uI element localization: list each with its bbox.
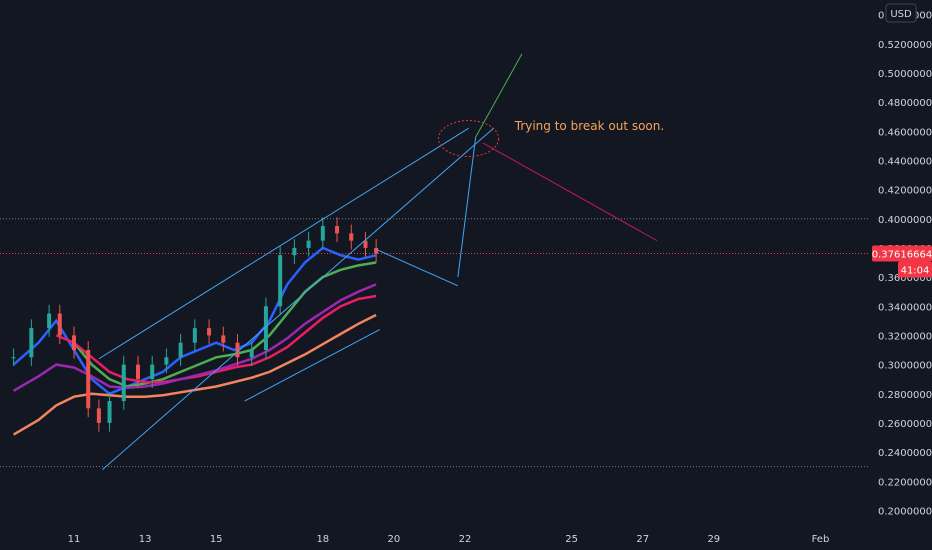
candle-body	[57, 313, 62, 336]
trend-line[interactable]	[375, 248, 459, 287]
candle-body	[107, 401, 112, 423]
candle-body	[235, 342, 240, 358]
candle-body	[292, 247, 297, 256]
candle-body	[278, 255, 283, 307]
candle-body	[11, 357, 16, 359]
current-price-badge: 0.37616664 41:04	[872, 245, 932, 278]
moving-average-line	[12, 283, 377, 392]
x-tick-label: 20	[388, 534, 401, 545]
trend-line[interactable]	[98, 127, 469, 360]
annotation-text[interactable]: Trying to break out soon.	[514, 119, 664, 133]
candle-body	[178, 342, 183, 358]
x-tick-label: 15	[210, 534, 223, 545]
price-series	[11, 217, 379, 432]
candle-body	[263, 306, 268, 350]
time-scale[interactable]: 11 13 15 18 20 22 25 27 29 Feb	[68, 534, 830, 545]
candle-body	[72, 335, 76, 350]
svg-text:0.37616664: 0.37616664	[872, 250, 932, 261]
candle-body	[121, 364, 126, 402]
breakout-highlight-circle[interactable]	[438, 120, 500, 158]
candle-body	[135, 364, 140, 380]
moving-average-line	[55, 294, 377, 384]
candle-body	[349, 233, 354, 241]
trend-line[interactable]	[457, 137, 477, 278]
candle-body	[363, 240, 368, 248]
candle-body	[374, 247, 379, 254]
y-tick-label: 0.20000000	[878, 506, 932, 517]
candle-body	[192, 328, 197, 343]
horizontal-levels	[0, 218, 868, 468]
trend-line[interactable]	[102, 127, 494, 470]
candle-body	[221, 335, 226, 343]
price-scale[interactable]: 0.540000000.520000000.500000000.48000000…	[878, 11, 932, 518]
candle-body	[306, 240, 311, 248]
candle-body	[207, 328, 212, 336]
trend-line[interactable]	[482, 142, 658, 242]
candle-body	[150, 364, 155, 380]
candle-body	[249, 350, 254, 358]
x-tick-label: 29	[707, 534, 720, 545]
moving-average-line	[12, 313, 377, 436]
candle-body	[335, 226, 340, 234]
x-tick-label: 22	[459, 534, 472, 545]
x-tick-label: 25	[565, 534, 578, 545]
x-tick-label: 18	[316, 534, 329, 545]
candle-body	[47, 313, 52, 329]
candle-body	[320, 226, 325, 241]
countdown-label: 41:04	[901, 266, 930, 277]
x-tick-label: Feb	[812, 534, 830, 545]
x-tick-label: 11	[68, 534, 81, 545]
trend-line[interactable]	[244, 329, 380, 402]
currency-label[interactable]: USD	[885, 3, 917, 23]
candle-body	[164, 357, 169, 365]
candle-body	[86, 350, 91, 409]
candle-body	[96, 408, 101, 423]
x-tick-label: 13	[139, 534, 152, 545]
moving-average-line	[12, 246, 377, 396]
svg-text:USD: USD	[890, 9, 912, 20]
x-tick-label: 27	[636, 534, 649, 545]
candle-body	[29, 328, 34, 358]
